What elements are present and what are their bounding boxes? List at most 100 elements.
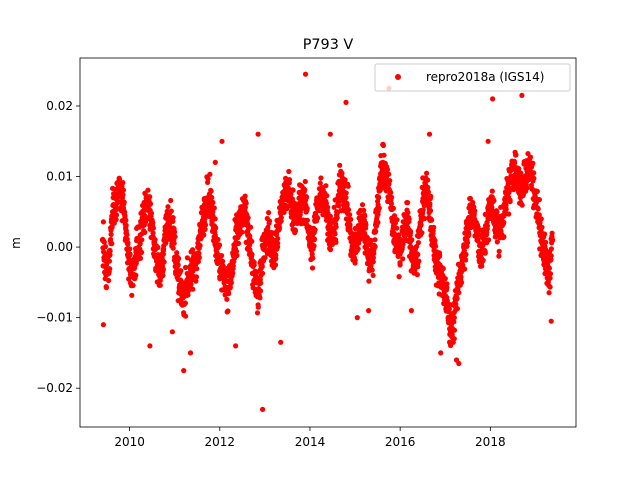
outlier-point <box>302 71 309 77</box>
data-point <box>309 251 315 257</box>
data-point <box>185 292 191 298</box>
data-point <box>393 237 400 243</box>
data-point <box>451 336 457 342</box>
data-point <box>201 209 207 215</box>
data-point <box>326 223 332 229</box>
data-point <box>127 265 133 271</box>
data-point <box>518 170 524 176</box>
y-tick-label: 0.00 <box>46 240 73 254</box>
data-point <box>376 205 382 211</box>
data-point <box>446 306 452 312</box>
data-point <box>251 259 257 265</box>
data-point <box>405 200 411 206</box>
data-point <box>455 286 461 292</box>
data-point <box>248 251 254 257</box>
data-point <box>444 300 451 307</box>
data-point <box>226 291 232 297</box>
data-point <box>387 195 393 201</box>
data-point <box>421 195 427 201</box>
data-point <box>273 256 279 262</box>
data-point <box>384 173 390 180</box>
data-point <box>238 216 244 222</box>
data-point <box>255 304 261 310</box>
data-point <box>529 173 535 180</box>
data-point <box>195 258 201 265</box>
data-point <box>547 284 553 290</box>
data-point <box>252 279 258 285</box>
data-point <box>380 159 386 165</box>
data-point <box>183 313 189 319</box>
data-point <box>323 202 329 208</box>
data-point <box>453 301 459 307</box>
data-point <box>384 167 391 173</box>
data-point <box>133 251 139 257</box>
data-point <box>122 213 128 219</box>
data-point <box>524 185 530 191</box>
data-point <box>332 231 338 237</box>
data-point <box>461 244 467 250</box>
data-point <box>202 226 208 232</box>
data-point <box>366 278 372 284</box>
data-point <box>502 209 508 215</box>
data-point <box>509 173 515 180</box>
data-point <box>479 263 485 269</box>
data-point <box>197 242 203 249</box>
data-point <box>431 244 437 250</box>
data-point <box>184 255 190 261</box>
data-point <box>129 292 135 298</box>
data-point <box>282 195 288 201</box>
data-point <box>434 265 440 271</box>
data-point <box>420 207 426 213</box>
data-point <box>157 282 163 288</box>
data-point <box>416 258 422 264</box>
outlier-point <box>278 339 284 345</box>
data-point <box>507 197 513 203</box>
data-point <box>181 293 187 300</box>
data-point <box>348 216 354 222</box>
data-point <box>323 183 329 189</box>
data-point <box>99 237 106 243</box>
data-point <box>190 247 196 253</box>
data-point <box>109 209 116 215</box>
data-point <box>515 181 521 187</box>
data-point <box>212 216 218 222</box>
data-point <box>454 306 460 312</box>
data-point <box>377 181 383 187</box>
data-point <box>471 216 478 222</box>
data-point <box>370 251 376 257</box>
data-point <box>208 188 214 194</box>
data-point <box>278 215 284 221</box>
data-point <box>549 230 555 236</box>
data-point <box>145 187 151 193</box>
data-point <box>191 265 197 271</box>
outlier-point <box>255 131 261 137</box>
data-point <box>160 266 166 272</box>
data-point <box>120 192 126 198</box>
data-point <box>391 213 398 219</box>
x-tick-label: 2010 <box>114 435 145 449</box>
data-point <box>539 224 545 230</box>
outlier-point <box>181 368 187 374</box>
data-point <box>468 209 474 215</box>
data-point <box>427 201 433 207</box>
data-point <box>496 253 502 259</box>
data-point <box>339 170 345 176</box>
data-point <box>372 244 378 250</box>
data-point <box>204 195 210 201</box>
data-point <box>440 266 446 272</box>
data-point <box>243 200 249 206</box>
data-point <box>463 257 469 263</box>
data-point <box>242 204 248 210</box>
data-point <box>380 142 386 149</box>
data-point <box>411 265 417 271</box>
data-point <box>228 272 234 278</box>
outlier-point <box>456 360 462 367</box>
data-point <box>116 176 122 182</box>
data-point <box>505 188 511 194</box>
data-point <box>548 253 554 259</box>
data-point <box>215 236 221 243</box>
data-point <box>494 239 500 245</box>
data-point <box>327 213 333 219</box>
data-point <box>208 202 214 208</box>
data-point <box>172 229 178 235</box>
